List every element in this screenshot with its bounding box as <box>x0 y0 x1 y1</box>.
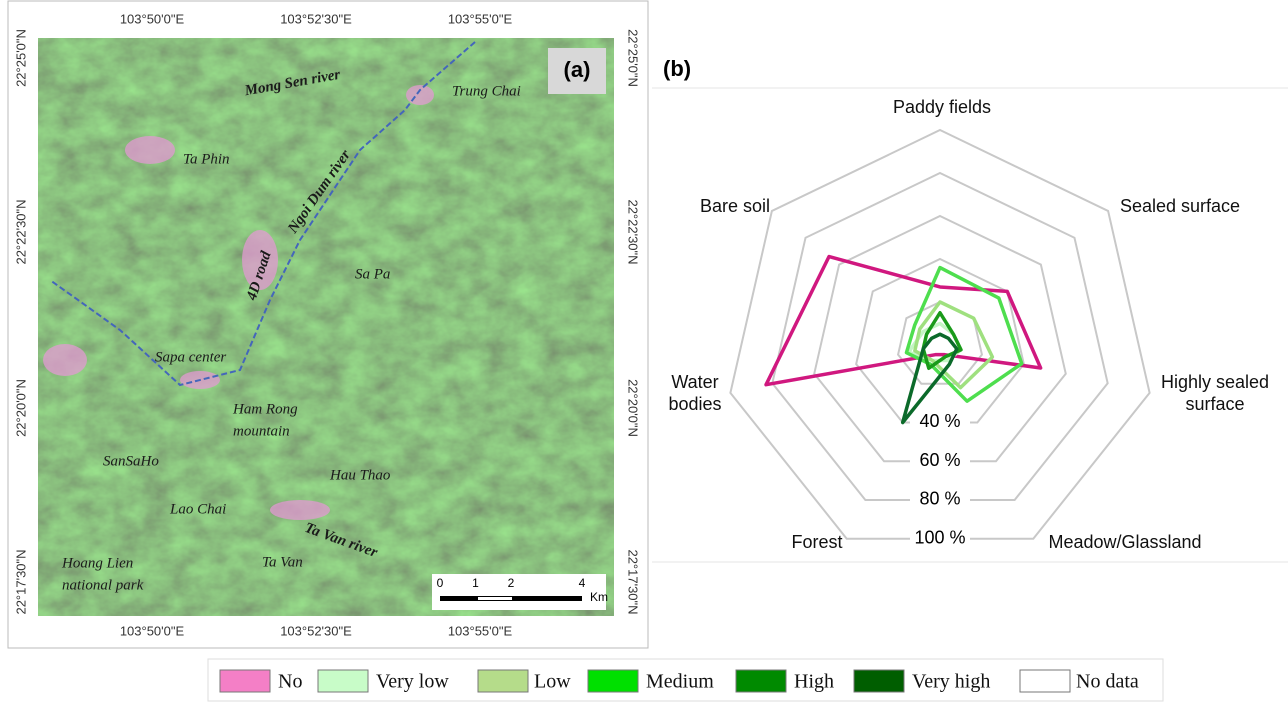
lon-label: 103°55'0"E <box>448 623 513 638</box>
scale-bar-gap <box>478 597 512 600</box>
panel-a-label: (a) <box>564 57 591 82</box>
scale-tick: 1 <box>472 576 479 590</box>
legend-swatch <box>219 669 271 693</box>
category-label: Forest <box>791 532 843 552</box>
category-label: Meadow/Glassland <box>1048 532 1202 552</box>
legend-label: Very high <box>912 671 990 693</box>
r-tick-label: 40 % <box>919 411 960 431</box>
legend-label: Low <box>534 671 571 693</box>
lon-label: 103°52'30"E <box>280 623 352 638</box>
place-label: Ta Van <box>262 554 303 570</box>
category-label: Highly sealed surface <box>1160 372 1270 414</box>
lon-label: 103°52'30"E <box>280 11 352 26</box>
grid-ring <box>855 257 1025 424</box>
map-patches <box>43 85 434 520</box>
place-label: national park <box>62 577 144 593</box>
scale-box <box>432 574 606 610</box>
legend-label: Very low <box>376 671 449 693</box>
place-label: mountain <box>233 423 290 439</box>
series-line <box>900 332 959 425</box>
place-label: Ham Rong <box>232 401 298 417</box>
r-tick-label: 100 % <box>914 527 965 547</box>
panel-a-box <box>548 48 606 94</box>
place-label: Ta Phin <box>183 151 230 167</box>
category-label: Paddy fields <box>892 97 992 117</box>
tick-label-bg <box>910 450 970 473</box>
category-label: Sealed surface <box>1119 196 1241 216</box>
lon-label: 103°50'0"E <box>120 11 185 26</box>
place-label: Hau Thao <box>329 467 391 483</box>
lat-label: 22°17'30"N <box>626 549 641 614</box>
legend-label: No <box>278 671 302 693</box>
lat-label: 22°22'30"N <box>13 199 28 264</box>
lat-label: 22°20'0"N <box>13 379 28 437</box>
lat-label: 22°17'30"N <box>13 549 28 614</box>
map-texture <box>38 38 614 616</box>
tick-label-bg <box>910 411 970 434</box>
scale-tick: 2 <box>508 576 515 590</box>
panel-b-label: (b) <box>663 56 691 81</box>
legend-swatch <box>587 669 639 693</box>
tick-label-bg <box>910 527 970 550</box>
legend-swatch <box>735 669 787 693</box>
legend-swatch <box>1019 669 1071 693</box>
legend-swatch <box>853 669 905 693</box>
legend-label: Medium <box>646 671 714 693</box>
place-label: Sa Pa <box>355 266 390 282</box>
place-label: Lao Chai <box>169 501 226 517</box>
r-tick-label: 80 % <box>919 489 960 509</box>
legend-label: No data <box>1076 671 1139 693</box>
river <box>49 41 476 387</box>
series-line <box>904 265 1024 403</box>
lon-label: 103°50'0"E <box>120 623 185 638</box>
category-label: Water bodies <box>668 372 722 414</box>
lat-label: 22°22'30"N <box>626 199 641 264</box>
category-label: Bare soil <box>699 196 771 216</box>
series-line <box>921 311 963 370</box>
scale-tick: 0 <box>437 576 444 590</box>
scale-tick: 4 <box>579 576 586 590</box>
series-line <box>764 254 1043 387</box>
lon-label: 103°55'0"E <box>448 11 513 26</box>
place-label: Hoang Lien <box>61 555 133 571</box>
place-label: Sapa center <box>155 349 226 365</box>
lat-label: 22°25'0"N <box>13 29 28 87</box>
lat-label: 22°25'0"N <box>626 29 641 87</box>
legend-swatch <box>317 669 369 693</box>
place-label: SanSaHo <box>103 453 159 469</box>
tick-label-bg <box>910 488 970 511</box>
scale-unit: Km <box>590 590 608 604</box>
legend-swatch <box>477 669 529 693</box>
legend-label: High <box>794 671 834 693</box>
r-tick-label: 60 % <box>919 450 960 470</box>
series-line <box>913 300 995 390</box>
lat-label: 22°20'0"N <box>626 379 641 437</box>
place-label: Trung Chai <box>452 83 521 99</box>
